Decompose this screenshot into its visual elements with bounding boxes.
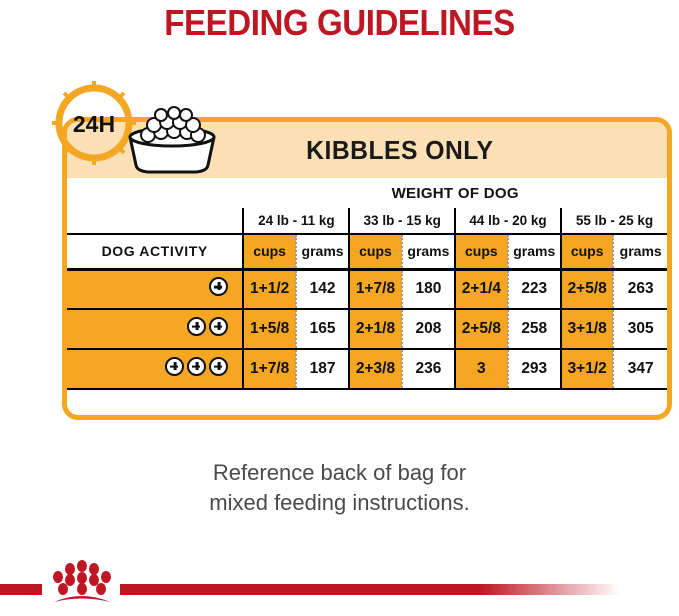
- plus-circle-icon: [165, 357, 185, 376]
- spacer-cell: [67, 208, 244, 235]
- feeding-frequency-badge: 24H: [48, 75, 248, 175]
- cell-cups-1: 1+7/8: [242, 349, 296, 389]
- cell-cups-1: 1+5/8: [242, 309, 296, 350]
- cell-cups-3: 3: [454, 349, 508, 389]
- cell-cups-4: 3+1/2: [559, 349, 614, 389]
- footer: [0, 546, 679, 616]
- grams-header-1: grams: [294, 234, 350, 271]
- footer-bar-right: [120, 584, 620, 595]
- activity-plus-icons: [165, 357, 229, 376]
- grams-header-2: grams: [400, 234, 456, 271]
- cell-cups-2: 2+1/8: [348, 309, 402, 350]
- cell-cups-2: 1+7/8: [348, 269, 402, 310]
- weight-title-row: WEIGHT OF DOG: [67, 178, 667, 208]
- cell-grams-4: 263: [612, 269, 667, 310]
- plus-circle-icon: [187, 317, 207, 336]
- table-row: 1+1/2 142 1+7/8 180 2+1/4 223 2+5/8 263: [67, 269, 667, 310]
- cell-grams-1: 165: [294, 309, 350, 350]
- cups-header-3: cups: [454, 234, 508, 271]
- cups-header-2: cups: [348, 234, 402, 271]
- svg-text:24H: 24H: [73, 111, 115, 137]
- cell-cups-4: 2+5/8: [559, 269, 614, 310]
- cell-grams-1: 142: [294, 269, 350, 310]
- cell-cups-4: 3+1/8: [559, 309, 614, 350]
- weight-header-3: 44 lb - 20 kg: [454, 208, 561, 235]
- weight-header-4: 55 lb - 25 kg: [559, 208, 667, 235]
- cell-cups-2: 2+3/8: [348, 349, 402, 389]
- activity-plus-icons: [209, 277, 229, 297]
- cell-cups-3: 2+1/4: [454, 269, 508, 310]
- plus-circle-icon: [209, 317, 229, 336]
- plus-circle-icon: [187, 357, 207, 376]
- unit-header-row: DOG ACTIVITY cups grams cups grams cups …: [67, 234, 667, 271]
- footer-bar-left: [0, 584, 42, 595]
- cell-grams-2: 180: [400, 269, 456, 310]
- clock-24h-icon: 24H: [52, 81, 136, 165]
- cell-grams-4: 347: [612, 349, 667, 389]
- activity-level-cell: [67, 309, 244, 350]
- spacer-cell: [67, 178, 243, 208]
- caption-line-2: mixed feeding instructions.: [209, 490, 470, 515]
- cell-grams-3: 293: [506, 349, 561, 389]
- activity-level-cell: [67, 269, 244, 310]
- cups-header-1: cups: [242, 234, 296, 271]
- cups-header-4: cups: [559, 234, 614, 271]
- activity-plus-icons: [187, 317, 229, 336]
- table-row: 1+5/8 165 2+1/8 208 2+5/8 258 3+1/8 305: [67, 309, 667, 350]
- feeding-guidelines-table: WEIGHT OF DOG 24 lb - 11 kg 33 lb - 15 k…: [67, 178, 667, 390]
- reference-caption: Reference back of bag for mixed feeding …: [0, 458, 679, 518]
- weight-header-1: 24 lb - 11 kg: [242, 208, 350, 235]
- cell-grams-2: 236: [400, 349, 456, 389]
- plus-circle-icon: [209, 357, 229, 376]
- cell-grams-2: 208: [400, 309, 456, 350]
- cell-grams-1: 187: [294, 349, 350, 389]
- cell-grams-3: 223: [506, 269, 561, 310]
- page-title: FEEDING GUIDELINES: [164, 2, 515, 43]
- cell-grams-4: 305: [612, 309, 667, 350]
- dog-bowl-kibble-icon: [128, 106, 216, 174]
- weight-header-row: 24 lb - 11 kg 33 lb - 15 kg 44 lb - 20 k…: [67, 208, 667, 235]
- table-row: 1+7/8 187 2+3/8 236 3 293 3+1/2 347: [67, 349, 667, 389]
- cell-cups-3: 2+5/8: [454, 309, 508, 350]
- activity-level-cell: [67, 349, 244, 389]
- weight-of-dog-label: WEIGHT OF DOG: [391, 184, 519, 202]
- caption-line-1: Reference back of bag for: [212, 460, 467, 485]
- royal-canin-crown-logo: [53, 560, 111, 602]
- weight-header-2: 33 lb - 15 kg: [348, 208, 456, 235]
- kibbles-only-label: KIBBLES ONLY: [306, 134, 494, 165]
- grams-header-3: grams: [506, 234, 561, 271]
- grams-header-4: grams: [612, 234, 667, 271]
- dog-activity-label: DOG ACTIVITY: [67, 234, 244, 271]
- plus-circle-icon: [209, 277, 229, 297]
- cell-grams-3: 258: [506, 309, 561, 350]
- cell-cups-1: 1+1/2: [242, 269, 296, 310]
